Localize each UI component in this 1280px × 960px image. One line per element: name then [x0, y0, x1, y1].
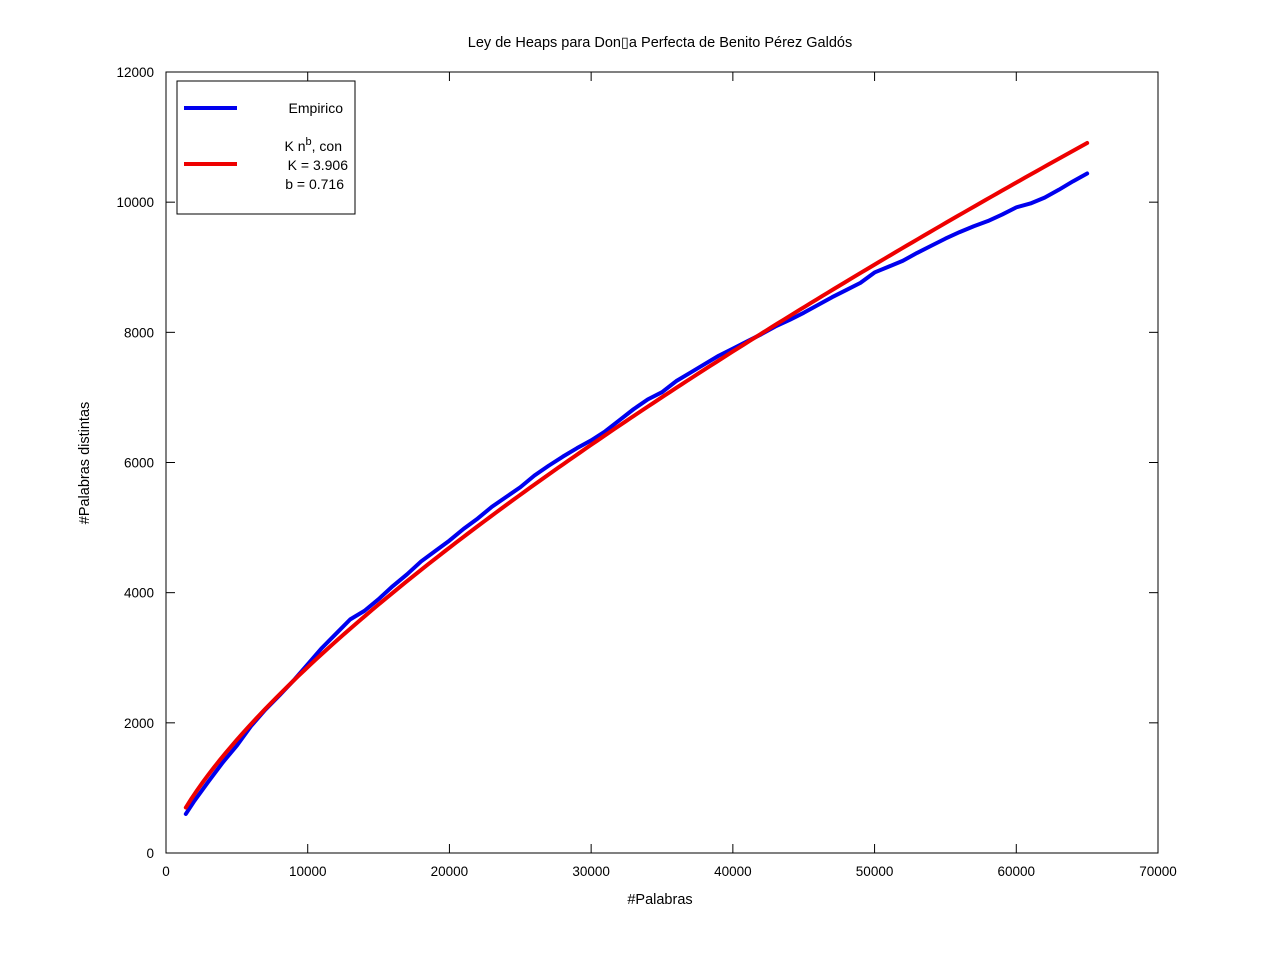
legend-label-fit-k: K = 3.906	[288, 157, 349, 173]
y-tick-label: 12000	[116, 65, 154, 80]
legend-fit-exponent: b	[306, 136, 312, 148]
legend-label-empirico: Empirico	[289, 100, 344, 116]
series-line-fit	[183, 141, 1090, 810]
x-tick-label: 40000	[714, 864, 752, 879]
series-line-empirico	[183, 171, 1090, 816]
x-tick-label: 10000	[289, 864, 327, 879]
legend-box	[176, 80, 356, 215]
x-tick-label: 0	[162, 864, 170, 879]
x-axis-ticks: 0 10000 20000 30000 40000 50000 60000 70000	[162, 72, 1177, 879]
legend-label-fit-b: b = 0.716	[285, 176, 344, 192]
y-tick-label: 2000	[124, 716, 154, 731]
y-tick-label: 8000	[124, 325, 154, 340]
legend: Empirico K nb, con K = 3.906 b = 0.716	[176, 80, 356, 215]
y-axis-ticks: 0 2000 4000 6000 8000 10000 12000	[116, 65, 1158, 861]
x-tick-label: 70000	[1139, 864, 1177, 879]
series-layer	[183, 141, 1090, 816]
legend-fit-tail: , con	[312, 138, 342, 154]
plot-frame	[165, 71, 1159, 854]
y-axis-label: #Palabras distintas	[77, 402, 93, 525]
legend-fit-base: K n	[285, 138, 306, 154]
legend-label-fit-formula: K nb, con	[285, 136, 343, 154]
y-tick-label: 4000	[124, 586, 154, 601]
y-tick-label: 10000	[116, 195, 154, 210]
x-tick-label: 60000	[998, 864, 1036, 879]
x-tick-label: 50000	[856, 864, 894, 879]
y-tick-label: 0	[146, 846, 154, 861]
y-tick-label: 6000	[124, 456, 154, 471]
x-axis-label: #Palabras	[627, 892, 692, 908]
chart-title: Ley de Heaps para Don▯a Perfecta de Beni…	[468, 35, 852, 51]
x-tick-label: 20000	[431, 864, 469, 879]
x-tick-label: 30000	[572, 864, 610, 879]
